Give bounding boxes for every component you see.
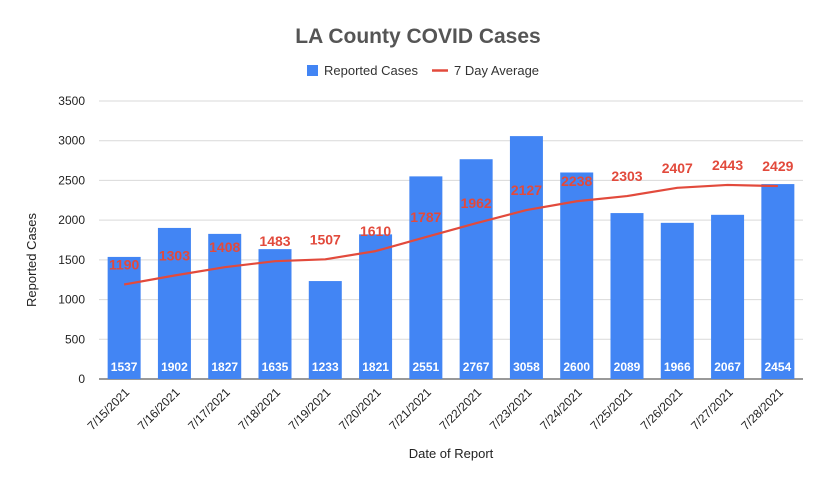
bar: [560, 172, 594, 379]
x-tick-label: 7/24/2021: [537, 385, 585, 433]
y-tick-label: 2000: [58, 213, 85, 227]
bar-value-label: 1233: [312, 360, 339, 374]
average-value-label: 1962: [461, 195, 492, 211]
bar: [711, 214, 745, 379]
bar: [459, 159, 493, 379]
average-value-label: 1610: [360, 223, 391, 239]
average-value-label: 2429: [762, 158, 793, 174]
x-tick-label: 7/26/2021: [638, 385, 686, 433]
x-tick-label: 7/16/2021: [135, 385, 183, 433]
y-tick-label: 2500: [58, 173, 85, 187]
bar: [107, 256, 141, 379]
x-tick-label: 7/28/2021: [738, 385, 786, 433]
average-value-label: 2443: [712, 157, 743, 173]
y-tick-label: 3000: [58, 134, 85, 148]
average-labels: 1190 1303 1408 1483 1507 1610 1787 1962 2127 2238…: [109, 157, 794, 273]
bar-value-label: 1635: [262, 360, 289, 374]
average-value-label: 2407: [662, 160, 693, 176]
bar: [761, 184, 795, 379]
x-tick-label: 7/27/2021: [688, 385, 736, 433]
bar: [660, 222, 694, 379]
y-axis-ticks: 0 500 1000 1500 2000 2500 3000 3500: [58, 94, 85, 386]
y-tick-label: 0: [78, 372, 85, 386]
bar: [308, 281, 342, 379]
average-series-line: [123, 183, 778, 286]
gridlines: [99, 100, 803, 380]
bar-value-label: 2089: [614, 360, 641, 374]
x-tick-label: 7/20/2021: [336, 385, 384, 433]
bar: [258, 249, 292, 379]
legend: Reported Cases 7 Day Average: [307, 63, 539, 78]
average-value-label: 2303: [611, 168, 642, 184]
legend-label-7-day-average: 7 Day Average: [454, 63, 539, 78]
y-axis-title: Reported Cases: [24, 213, 39, 307]
average-value-label: 1408: [209, 239, 240, 255]
bar-value-label: 1821: [362, 360, 389, 374]
bar: [157, 227, 191, 379]
average-value-label: 2127: [511, 182, 542, 198]
bar-labels: 1537 1902 1827 1635 1233 1821 2551 2767 3058 2600…: [111, 360, 792, 374]
average-value-label: 2238: [561, 173, 592, 189]
bar-value-label: 1537: [111, 360, 138, 374]
bar: [509, 136, 543, 379]
y-tick-label: 1500: [58, 253, 85, 267]
average-value-label: 1303: [159, 248, 190, 264]
x-tick-label: 7/21/2021: [386, 385, 434, 433]
bar-value-label: 2067: [714, 360, 741, 374]
bar-value-label: 1827: [211, 360, 238, 374]
average-value-label: 1190: [109, 256, 140, 272]
y-tick-label: 3500: [58, 94, 85, 108]
x-tick-label: 7/19/2021: [286, 385, 334, 433]
y-tick-label: 1000: [58, 293, 85, 307]
legend-label-reported-cases: Reported Cases: [324, 63, 418, 78]
y-tick-label: 500: [65, 332, 85, 346]
bar-value-label: 1966: [664, 360, 691, 374]
x-tick-label: 7/22/2021: [437, 385, 485, 433]
average-line: [123, 183, 778, 286]
bar: [208, 233, 242, 379]
bar-value-label: 2600: [563, 360, 590, 374]
bar-value-label: 2454: [765, 360, 792, 374]
bar-value-label: 2767: [463, 360, 490, 374]
bar: [610, 213, 644, 379]
legend-swatch-reported-cases: [307, 65, 318, 76]
x-axis-ticks: 7/15/2021 7/16/2021 7/17/2021 7/18/2021 7/19…: [85, 385, 787, 433]
bar-value-label: 2551: [413, 360, 440, 374]
x-tick-label: 7/15/2021: [85, 385, 133, 433]
x-tick-label: 7/23/2021: [487, 385, 535, 433]
x-tick-label: 7/18/2021: [235, 385, 283, 433]
bar: [359, 234, 393, 379]
bar-value-label: 3058: [513, 360, 540, 374]
chart-title: LA County COVID Cases: [295, 25, 540, 48]
bar-value-label: 1902: [161, 360, 188, 374]
average-value-label: 1787: [410, 209, 441, 225]
x-tick-label: 7/17/2021: [185, 385, 233, 433]
bars: [107, 136, 795, 379]
average-value-label: 1507: [310, 231, 341, 247]
x-tick-label: 7/25/2021: [587, 385, 635, 433]
x-axis-title: Date of Report: [409, 446, 494, 461]
bar: [409, 176, 443, 379]
average-value-label: 1483: [259, 233, 290, 249]
